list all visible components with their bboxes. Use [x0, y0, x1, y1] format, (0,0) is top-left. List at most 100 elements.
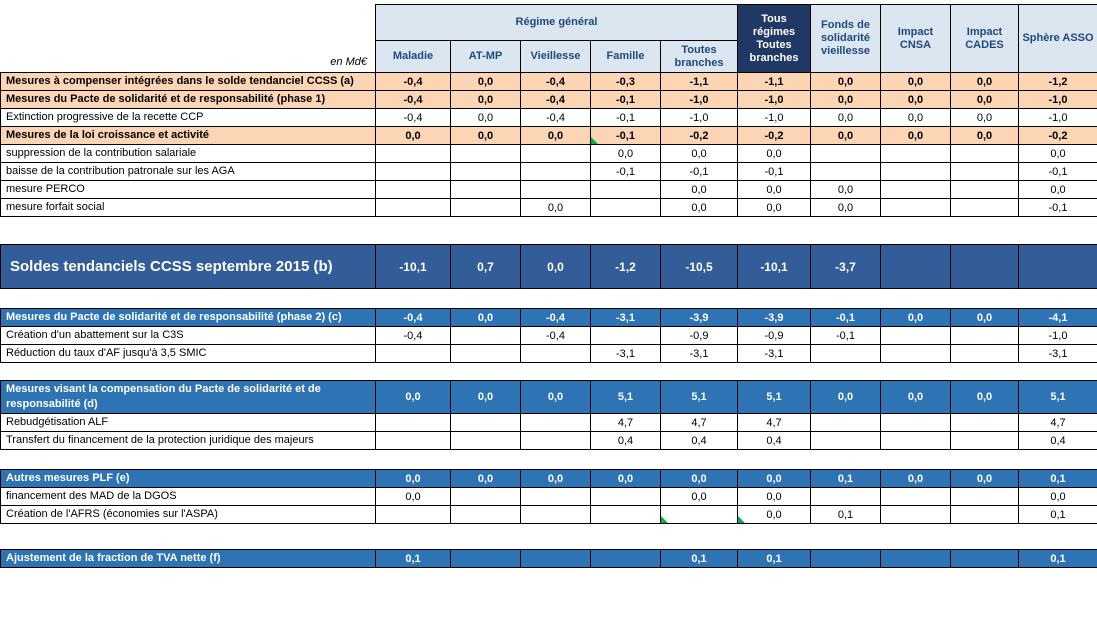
- cell-value: -0,4: [546, 111, 565, 124]
- value-cell: [950, 487, 1019, 506]
- cell-value: -3,1: [764, 347, 784, 360]
- cell-value: 0,0: [1050, 490, 1066, 503]
- cell-value: 5,1: [617, 391, 634, 403]
- value-cell: 0,0: [880, 308, 951, 327]
- value-cell: -1,0: [660, 108, 738, 127]
- value-cell: [375, 344, 451, 363]
- value-cell: -0,9: [737, 326, 811, 345]
- cell-value: -0,9: [764, 329, 784, 342]
- value-cell: [810, 144, 881, 163]
- value-cell: 0,0: [737, 505, 811, 524]
- header-row-group: en Md€ Régime général Tous régimes Toutes …: [0, 4, 1097, 73]
- table-row: Réduction du taux d'AF jusqu'à 3,5 SMIC -…: [0, 344, 1097, 363]
- cell-value: 0,0: [477, 75, 494, 88]
- value-cell: 0,0: [590, 144, 661, 163]
- value-cell: 0,0: [520, 126, 591, 145]
- value-cell: -0,4: [375, 90, 451, 109]
- row-label: Réduction du taux d'AF jusqu'à 3,5 SMIC: [0, 344, 376, 363]
- value-cell: [450, 198, 521, 217]
- cell-value: 0,0: [907, 75, 924, 88]
- value-cell: 0,0: [450, 90, 521, 109]
- value-cell: [450, 162, 521, 181]
- value-cell: -0,3: [590, 72, 661, 91]
- cell-value: -0,1: [616, 129, 635, 142]
- value-cell: 0,4: [737, 431, 811, 450]
- cell-value: 0,0: [617, 472, 634, 485]
- cell-value: -0,4: [546, 93, 565, 106]
- cell-value: 5,1: [766, 391, 782, 403]
- value-cell: 0,0: [810, 90, 881, 109]
- value-cell: 0,0: [950, 380, 1019, 414]
- column-header: Impact CADES: [950, 4, 1019, 73]
- spacer-row: [0, 449, 1097, 470]
- value-cell: 0,0: [737, 180, 811, 199]
- value-cell: -0,1: [1018, 162, 1097, 181]
- value-cell: 0,4: [660, 431, 738, 450]
- budget-table: en Md€ Régime général Tous régimes Toutes …: [0, 4, 1097, 568]
- row-label: Mesures du Pacte de solidarité et de res…: [0, 308, 376, 327]
- value-cell: -1,1: [660, 72, 738, 91]
- value-cell: -0,1: [810, 326, 881, 345]
- value-cell: 0,0: [450, 469, 521, 488]
- row-label: mesure PERCO: [0, 180, 376, 199]
- value-cell: [950, 413, 1019, 432]
- value-cell: 0,7: [450, 244, 521, 289]
- header-row-columns: Maladie AT-MP Vieillesse Famille Toutes bran…: [1, 40, 1097, 73]
- cell-value: 0,0: [547, 391, 564, 403]
- column-header: Vieillesse: [520, 40, 591, 73]
- value-cell: [880, 162, 951, 181]
- value-cell: 0,0: [375, 380, 451, 414]
- value-cell: 0,0: [660, 144, 738, 163]
- cell-value: -0,4: [403, 329, 423, 342]
- value-cell: 0,0: [880, 72, 951, 91]
- value-cell: -1,0: [737, 90, 811, 109]
- value-cell: 0,0: [950, 90, 1019, 109]
- cell-value: 0,0: [837, 391, 854, 403]
- cell-value: 0,0: [405, 490, 421, 503]
- cell-value: -3,9: [764, 311, 784, 324]
- table-row: Mesures de la loi croissance et activité…: [0, 126, 1097, 145]
- row-label: Transfert du financement de la protectio…: [0, 431, 376, 450]
- cell-value: -0,1: [1048, 165, 1068, 178]
- value-cell: 5,1: [737, 380, 811, 414]
- value-cell: [450, 549, 521, 568]
- value-cell: -0,1: [660, 162, 738, 181]
- value-cell: 0,0: [810, 108, 881, 127]
- cell-value: 0,0: [976, 75, 993, 88]
- cell-value: 0,0: [907, 472, 924, 485]
- spacer-cell: [0, 288, 1097, 309]
- cell-value: -3,1: [616, 347, 635, 360]
- value-cell: -1,0: [1018, 326, 1097, 345]
- cell-value: -0,4: [403, 111, 423, 124]
- row-label: Soldes tendanciels CCSS septembre 2015 (…: [0, 244, 376, 289]
- value-cell: -0,4: [375, 108, 451, 127]
- value-cell: [880, 144, 951, 163]
- value-cell: 0,0: [450, 108, 521, 127]
- cell-value: 0,0: [907, 311, 924, 324]
- value-cell: [810, 413, 881, 432]
- cell-value: 4,7: [766, 416, 782, 429]
- cell-value: -3,1: [689, 347, 709, 360]
- value-cell: -1,1: [737, 72, 811, 91]
- cell-value: 0,0: [907, 129, 924, 142]
- value-cell: -3,9: [660, 308, 738, 327]
- cell-value: -4,1: [1048, 311, 1068, 324]
- value-cell: [450, 144, 521, 163]
- value-cell: -0,2: [737, 126, 811, 145]
- value-cell: [880, 180, 951, 199]
- value-cell: 0,0: [950, 126, 1019, 145]
- table-row: suppression de la contribution salariale…: [0, 144, 1097, 163]
- value-cell: 0,0: [450, 308, 521, 327]
- cell-value: 0,0: [691, 183, 707, 196]
- value-cell: [450, 326, 521, 345]
- value-cell: [590, 180, 661, 199]
- table-row: Rebudgétisation ALF 4,7 4,7 4,7 4,7: [0, 413, 1097, 432]
- cell-value: -0,4: [403, 311, 423, 324]
- cell-value: 0,0: [976, 129, 993, 142]
- column-header: Maladie: [375, 40, 451, 73]
- value-cell: 0,0: [737, 144, 811, 163]
- value-cell: -10,5: [660, 244, 738, 289]
- cell-value: -1,0: [764, 111, 784, 124]
- value-cell: [810, 487, 881, 506]
